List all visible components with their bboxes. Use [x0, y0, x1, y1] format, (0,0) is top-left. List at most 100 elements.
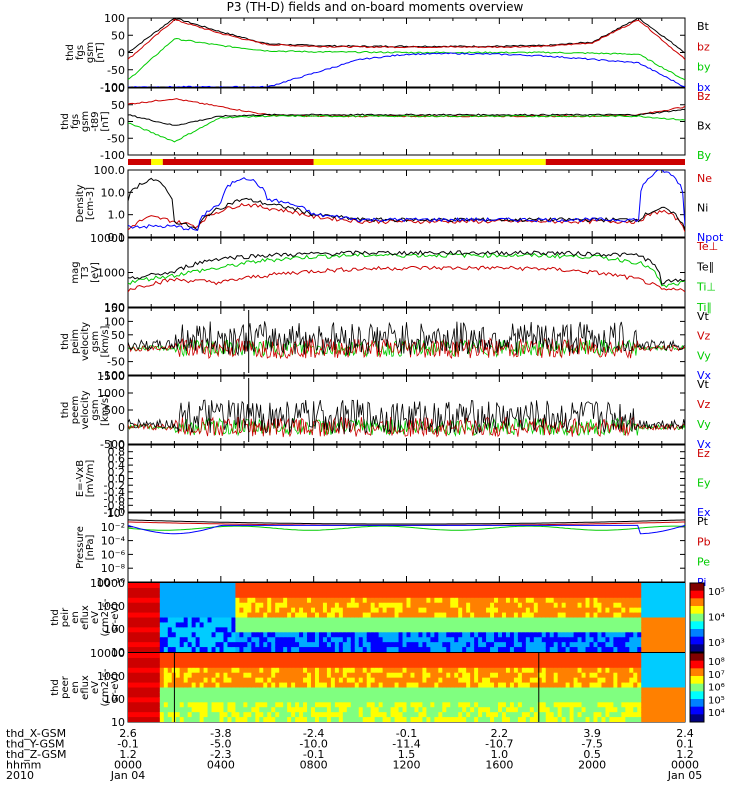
- spectrogram-cell: [521, 662, 527, 669]
- spectrogram-cell: [219, 632, 225, 638]
- spectrogram-cell: [633, 647, 638, 652]
- spectrogram-cell: [545, 583, 551, 589]
- spectrogram-cell: [498, 632, 503, 638]
- spectrogram-cell: [167, 583, 173, 589]
- spectrogram-cell: [561, 653, 567, 659]
- spectrogram-cell: [195, 672, 201, 679]
- spectrogram-cell: [597, 587, 603, 594]
- spectrogram-cell: [486, 692, 491, 698]
- spectrogram-cell: [478, 677, 483, 684]
- spectrogram-cell: [358, 637, 364, 643]
- spectrogram-cell: [537, 697, 543, 703]
- spectrogram-cell: [601, 692, 607, 698]
- spectrogram-cell: [318, 687, 324, 694]
- spectrogram-cell: [466, 583, 471, 589]
- spectrogram-cell: [283, 607, 288, 614]
- spectrogram-cell: [131, 583, 137, 589]
- spectrogram-cell: [227, 587, 233, 594]
- y-axis-label: eflux: [80, 605, 91, 630]
- x-row-value: 1200: [393, 759, 421, 772]
- y-tick-label: 50: [111, 329, 125, 342]
- spectrogram-cell: [390, 702, 396, 708]
- spectrogram-cell: [354, 583, 360, 589]
- spectrogram-cell: [279, 672, 284, 679]
- panel-data: [128, 519, 685, 535]
- spectrogram-cell: [135, 597, 141, 604]
- spectrogram-cell: [625, 592, 630, 599]
- spectrogram-cell: [219, 653, 225, 659]
- spectrogram-cell: [191, 583, 197, 589]
- spectrogram-cell: [521, 707, 527, 713]
- spectrogram-cell: [128, 653, 133, 659]
- y-axis-label: thd: [65, 44, 76, 61]
- spectrogram-cell: [326, 662, 332, 669]
- spectrogram-cell: [167, 707, 173, 713]
- y-tick-label: 0: [118, 421, 125, 434]
- spectrogram-cell: [418, 642, 424, 648]
- spectrogram-cell: [426, 702, 431, 708]
- spectrogram-cell: [402, 632, 408, 638]
- spectrogram-cell: [569, 597, 575, 604]
- spectrogram-cell: [446, 712, 451, 718]
- spectrogram-cell: [187, 677, 193, 684]
- spectrogram-cell: [398, 702, 404, 708]
- spectrogram-cell: [318, 597, 324, 604]
- spectrogram-cell: [191, 707, 197, 713]
- spectrogram-cell: [207, 597, 213, 604]
- spectrogram-cell: [609, 622, 614, 628]
- spectrogram-cell: [307, 667, 312, 674]
- spectrogram-cell: [593, 672, 599, 679]
- spectrogram-cell: [358, 653, 364, 659]
- spectrogram-cell: [283, 592, 288, 599]
- spectrogram-cell: [601, 642, 607, 648]
- spectrogram-cell: [609, 583, 614, 589]
- spectrogram-cell: [605, 682, 611, 689]
- spectrogram-cell: [605, 697, 611, 703]
- spectrogram-cell: [350, 702, 356, 708]
- spectrogram-cell: [139, 617, 145, 624]
- spectrogram-cell: [195, 632, 201, 638]
- spectrogram-cell: [426, 602, 431, 609]
- spectrogram-cell: [330, 653, 336, 659]
- spectrogram-cell: [394, 617, 400, 624]
- spectrogram-cell: [474, 622, 479, 628]
- spectrogram-cell: [382, 597, 388, 604]
- spectrogram-cell: [593, 692, 599, 698]
- spectrogram-cell: [529, 642, 535, 648]
- spectrogram-cell: [657, 672, 662, 679]
- spectrogram-cell: [223, 647, 229, 652]
- spectrogram-cell: [326, 653, 332, 659]
- spectrogram-cell: [418, 583, 424, 589]
- spectrogram-cell: [414, 607, 420, 614]
- spectrogram-cell: [541, 653, 547, 659]
- spectrogram-cell: [430, 702, 435, 708]
- spectrogram-cell: [402, 597, 408, 604]
- spectrogram-cell: [318, 627, 324, 633]
- spectrogram-cell: [247, 587, 252, 594]
- spectrogram-cell: [669, 597, 674, 604]
- spectrogram-cell: [657, 677, 662, 684]
- y-tick-label: -50: [107, 64, 125, 77]
- spectrogram-cell: [326, 682, 332, 689]
- spectrogram-cell: [569, 617, 575, 624]
- spectrogram-cell: [179, 697, 185, 703]
- spectrogram-cell: [159, 617, 165, 624]
- spectrogram-cell: [537, 627, 543, 633]
- spectrogram-cell: [478, 697, 483, 703]
- spectrogram-cell: [382, 612, 388, 619]
- spectrogram-cell: [589, 647, 595, 652]
- spectrogram-cell: [569, 607, 575, 614]
- spectrogram-cell: [147, 583, 153, 589]
- spectrogram-cell: [311, 607, 316, 614]
- spectrogram-cell: [203, 697, 209, 703]
- spectrogram-cell: [271, 707, 276, 713]
- legend-Npot: Npot: [697, 231, 724, 244]
- spectrogram-cell: [299, 642, 304, 648]
- spectrogram-cell: [486, 647, 491, 652]
- spectrogram-cell: [486, 612, 491, 619]
- spectrogram-cell: [299, 682, 304, 689]
- spectrogram-cell: [139, 587, 145, 594]
- spectrogram-cell: [665, 717, 670, 722]
- spectrogram-cell: [601, 657, 607, 664]
- spectrogram-cell: [585, 687, 591, 694]
